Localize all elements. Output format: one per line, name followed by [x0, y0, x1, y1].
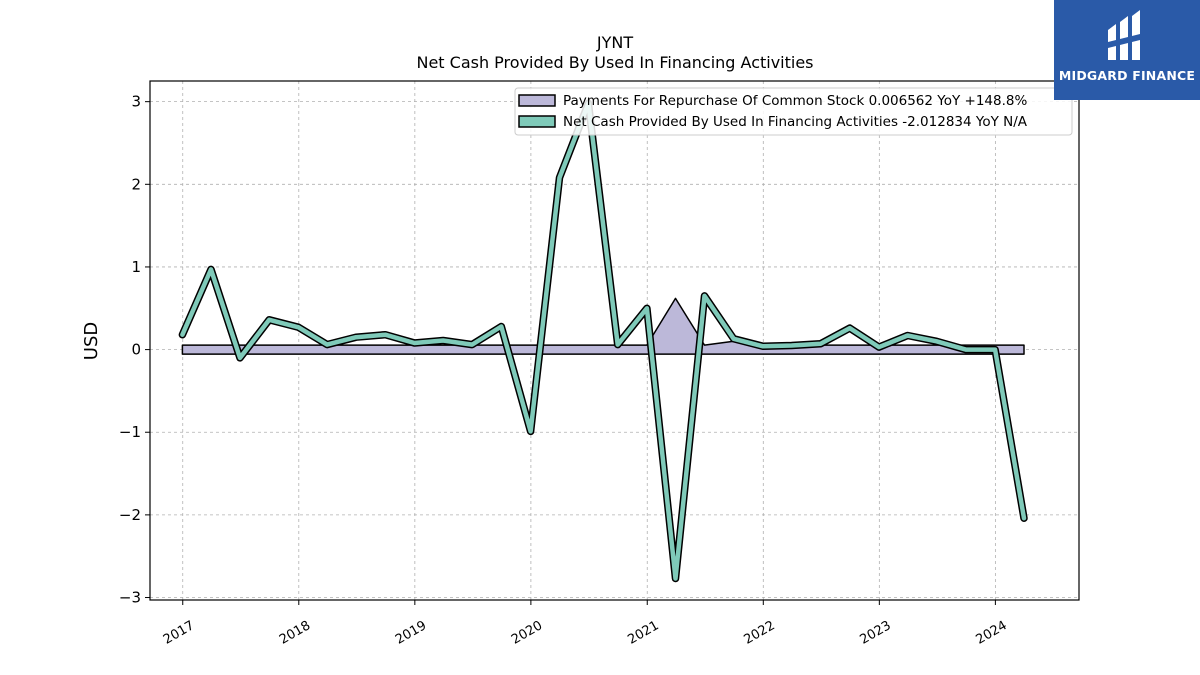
- y-tick-label: −1: [119, 423, 141, 441]
- y-tick-label: 3: [131, 93, 141, 111]
- y-tick-label: 1: [131, 258, 141, 276]
- y-tick-label: 2: [131, 175, 141, 193]
- line-layer: [178, 99, 1028, 583]
- legend-box: [514, 87, 1073, 136]
- x-tick-label: 2018: [277, 618, 313, 648]
- chart-subtitle: Net Cash Provided By Used In Financing A…: [416, 53, 813, 72]
- chart-title: JYNT: [596, 33, 633, 52]
- area-layer: [181, 297, 1025, 355]
- x-tick-label: 2024: [974, 618, 1010, 648]
- x-tick-label: 2021: [625, 618, 661, 648]
- legend-swatch-repurchase: [518, 94, 556, 107]
- legend-label-repurchase: Payments For Repurchase Of Common Stock …: [563, 93, 1027, 109]
- x-tick-label: 2020: [509, 618, 545, 648]
- series-area-repurchase: [181, 297, 1025, 355]
- legend-label-financing: Net Cash Provided By Used In Financing A…: [563, 114, 1028, 130]
- y-tick-label: 0: [131, 341, 141, 359]
- plot-frame: [149, 80, 1080, 601]
- y-axis: −3 −2 −1 0 1 2 3: [119, 93, 150, 607]
- y-axis-label: USD: [81, 322, 102, 360]
- legend: Payments For Repurchase Of Common Stock …: [514, 87, 1073, 136]
- brand-logo-icon: [1108, 10, 1140, 60]
- y-tick-label: −3: [119, 589, 141, 607]
- y-tick-label: −2: [119, 506, 141, 524]
- legend-swatch-financing: [518, 115, 556, 128]
- x-axis: 2017 2018 2019 2020 2021 2022 2023 2024: [161, 600, 1010, 648]
- x-tick-label: 2022: [741, 618, 777, 648]
- x-tick-label: 2017: [161, 618, 197, 648]
- brand-logo: MIDGARD FINANCE: [1054, 0, 1200, 100]
- x-tick-label: 2023: [858, 618, 894, 648]
- x-tick-label: 2019: [393, 618, 429, 648]
- brand-name: MIDGARD FINANCE: [1058, 68, 1196, 83]
- series-line-financing: [180, 101, 1027, 581]
